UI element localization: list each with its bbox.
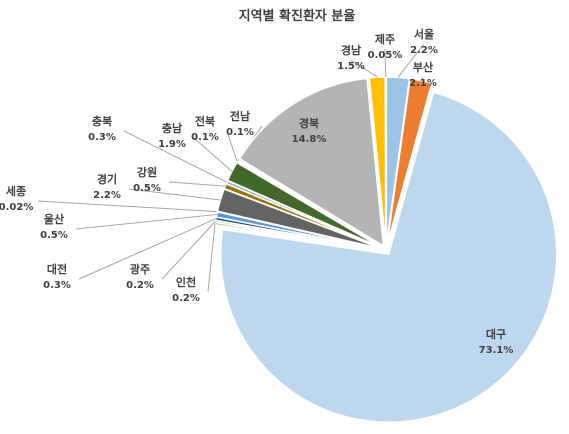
slice-label: 경기 — [97, 172, 117, 186]
value-label: 0.1% — [226, 127, 254, 138]
value-label: 14.8% — [292, 134, 327, 145]
pie-slice — [386, 77, 433, 246]
slice-label: 서울 — [414, 27, 434, 41]
leader-line — [75, 213, 217, 230]
leader-line — [123, 130, 228, 183]
value-label: 2.2% — [410, 45, 438, 56]
slice-label: 경북 — [299, 116, 319, 130]
value-label: 2.2% — [93, 190, 121, 201]
slice-label: 인천 — [176, 275, 196, 289]
leader-line — [193, 137, 233, 172]
pie-slice — [384, 76, 387, 246]
slice-label: 세종 — [6, 184, 26, 198]
slice-label: 전북 — [195, 114, 215, 128]
leader-line — [37, 200, 218, 213]
leader-line — [128, 188, 221, 201]
chart-title: 지역별 확진환자 분율 — [239, 8, 356, 24]
slice-label: 울산 — [44, 212, 64, 226]
value-label: 0.3% — [43, 280, 71, 291]
value-label: 0.05% — [368, 50, 403, 61]
pie-slice — [220, 91, 558, 423]
value-label: 0.1% — [191, 132, 219, 143]
slice-label: 강원 — [137, 165, 157, 179]
leader-line — [350, 59, 378, 78]
value-label: 73.1% — [479, 345, 514, 356]
value-label: 0.2% — [126, 280, 154, 291]
leader-line — [384, 48, 387, 78]
pie-slice — [238, 77, 385, 248]
leader-line — [226, 130, 238, 162]
slice-label: 대구 — [486, 327, 506, 341]
leader-line — [397, 43, 425, 78]
leader-line — [207, 223, 216, 293]
leader-line — [78, 218, 217, 280]
slice-label: 제주 — [375, 32, 395, 46]
leader-line — [168, 181, 226, 187]
leader-line — [161, 221, 216, 280]
slice-label: 부산 — [413, 60, 433, 74]
value-label: 0.5% — [133, 183, 161, 194]
leader-line — [420, 76, 424, 81]
slice-label: 충북 — [92, 114, 112, 128]
value-label: 0.02% — [0, 202, 33, 213]
value-label: 0.3% — [88, 132, 116, 143]
value-label: 2.1% — [409, 78, 437, 89]
value-label: 0.5% — [40, 230, 68, 241]
slice-label: 대전 — [47, 262, 67, 276]
slice-label: 충남 — [162, 121, 182, 135]
value-label: 0.2% — [172, 293, 200, 304]
value-label: 1.5% — [337, 61, 365, 72]
slice-label: 전남 — [230, 109, 250, 123]
value-label: 1.9% — [158, 139, 186, 150]
slice-label: 경남 — [341, 43, 361, 57]
slice-label: 광주 — [130, 263, 150, 276]
